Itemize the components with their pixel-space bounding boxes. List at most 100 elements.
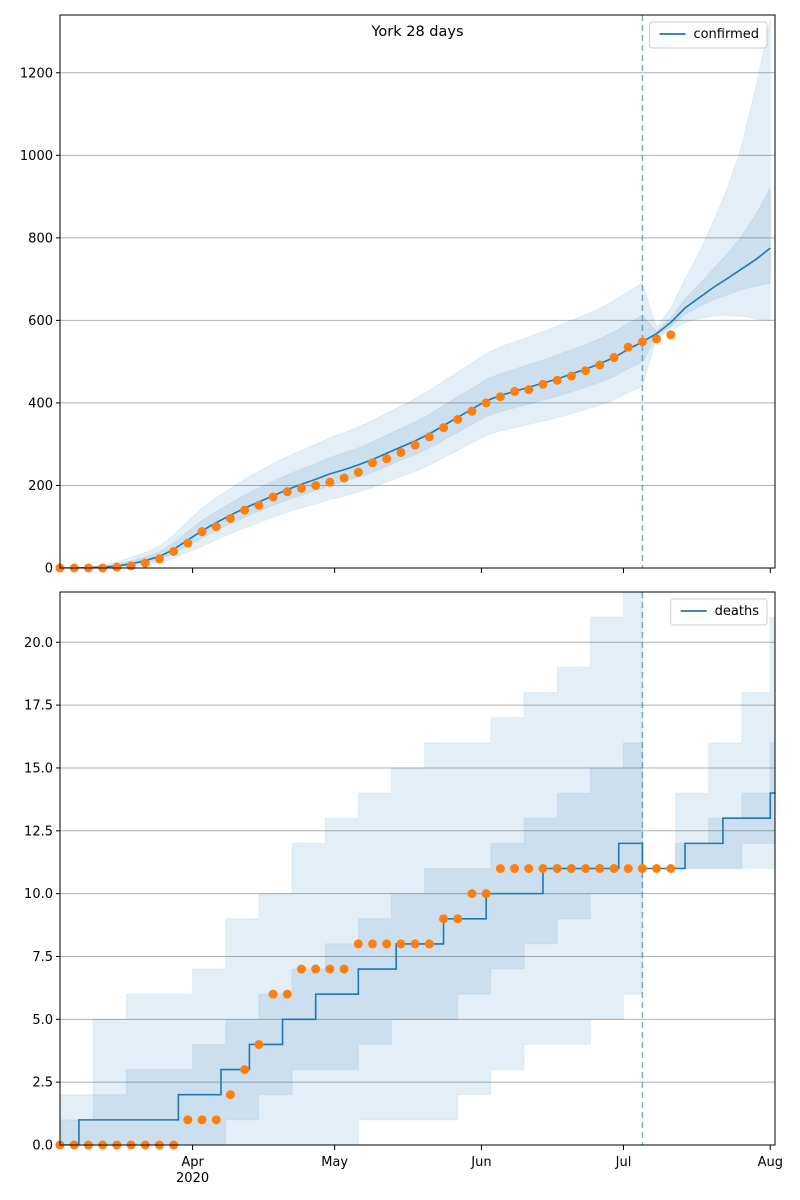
observed-point (353, 939, 363, 949)
observed-point (339, 473, 349, 483)
y-tick-label: 2.5 (32, 1076, 53, 1091)
observed-point (410, 440, 420, 450)
observed-point (495, 864, 505, 873)
y-tick-label: 600 (28, 314, 53, 329)
observed-point (467, 889, 477, 899)
observed-point (296, 483, 306, 493)
observed-point (453, 414, 463, 424)
observed-point (623, 864, 633, 873)
observed-point (396, 939, 406, 949)
observed-point (225, 513, 235, 523)
observed-point (424, 432, 434, 442)
observed-point (595, 360, 605, 370)
observed-point (112, 562, 122, 572)
observed-point (126, 561, 136, 571)
confidence-band (60, 186, 771, 568)
observed-point (481, 889, 491, 899)
observed-point (637, 337, 647, 347)
y-tick-label: 1000 (20, 149, 53, 164)
x-tick-label: Aug (758, 1155, 783, 1170)
observed-point (311, 480, 321, 490)
observed-point (382, 939, 392, 949)
x-year-label: 2020 (176, 1171, 209, 1186)
observed-point (652, 864, 662, 873)
y-tick-label: 12.5 (24, 824, 53, 839)
observed-point (510, 864, 520, 873)
y-tick-label: 5.0 (32, 1013, 53, 1028)
observed-point (439, 914, 449, 924)
observed-point (581, 864, 591, 873)
y-tick-label: 1200 (20, 66, 53, 81)
observed-point (453, 914, 463, 924)
axes-frame (59, 14, 776, 569)
observed-point (311, 964, 321, 974)
observed-point (538, 864, 548, 873)
observed-point (240, 505, 250, 515)
observed-point (197, 527, 207, 537)
y-tick-label: 15.0 (24, 761, 53, 776)
x-tick-label: Apr (181, 1155, 204, 1170)
observed-point (368, 939, 378, 949)
observed-point (282, 487, 292, 497)
model-line (60, 792, 775, 1145)
observed-point (581, 366, 591, 376)
observed-point (595, 864, 605, 873)
confidence-band (60, 592, 775, 1145)
observed-point (268, 989, 278, 999)
y-tick-label: 10.0 (24, 887, 53, 902)
observed-point (510, 386, 520, 396)
observed-point (368, 458, 378, 468)
observed-point (254, 1039, 264, 1049)
chart-title: York 28 days (370, 24, 463, 40)
observed-point (282, 989, 292, 999)
observed-point (240, 1065, 250, 1075)
legend-box (648, 21, 768, 49)
observed-point (566, 371, 576, 381)
legend-label: deaths (715, 604, 760, 619)
observed-point (666, 330, 676, 340)
observed-point (495, 392, 505, 402)
observed-point (439, 423, 449, 433)
observed-point (666, 864, 676, 873)
observed-point (467, 406, 477, 416)
observed-point (353, 467, 363, 477)
observed-point (225, 1090, 235, 1100)
observed-point (325, 964, 335, 974)
y-tick-label: 0.0 (32, 1139, 53, 1154)
observed-point (325, 477, 335, 487)
observed-point (183, 1115, 193, 1125)
x-tick-label: May (321, 1155, 348, 1170)
observed-point (154, 554, 164, 564)
observed-point (623, 342, 633, 352)
legend-label: confirmed (693, 27, 759, 42)
legend-box (670, 598, 768, 626)
observed-point (538, 379, 548, 389)
observed-point (524, 864, 534, 873)
observed-point (169, 546, 179, 556)
observed-point (183, 538, 193, 548)
observed-point (382, 454, 392, 464)
observed-point (211, 1115, 221, 1125)
observed-point (609, 864, 619, 873)
y-tick-label: 20.0 (24, 636, 53, 651)
observed-point (197, 1115, 207, 1125)
observed-point (410, 939, 420, 949)
observed-point (339, 964, 349, 974)
observed-point (481, 398, 491, 408)
observed-point (296, 964, 306, 974)
observed-point (140, 558, 150, 568)
observed-point (637, 864, 647, 873)
observed-point (424, 939, 434, 949)
confidence-band (60, 19, 771, 568)
observed-point (552, 375, 562, 385)
y-tick-label: 800 (28, 231, 53, 246)
observed-point (652, 334, 662, 344)
observed-point (396, 447, 406, 457)
observed-point (552, 864, 562, 873)
y-tick-label: 7.5 (32, 950, 53, 965)
observed-point (609, 353, 619, 363)
y-tick-label: 400 (28, 396, 53, 411)
observed-point (211, 522, 221, 532)
y-tick-label: 200 (28, 479, 53, 494)
